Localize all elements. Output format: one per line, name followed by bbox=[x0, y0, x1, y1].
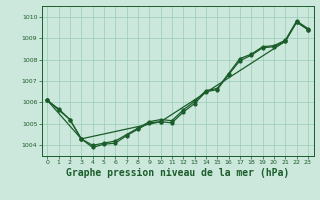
X-axis label: Graphe pression niveau de la mer (hPa): Graphe pression niveau de la mer (hPa) bbox=[66, 168, 289, 178]
